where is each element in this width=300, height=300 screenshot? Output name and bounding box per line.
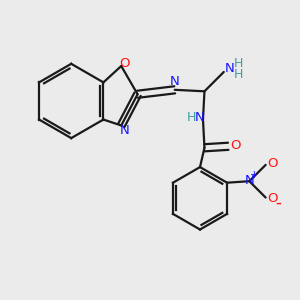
Text: N: N [170, 75, 180, 88]
Text: N: N [120, 124, 130, 137]
Text: +: + [250, 170, 259, 180]
Text: -: - [275, 194, 281, 212]
Text: N: N [195, 111, 205, 124]
Text: H: H [233, 68, 243, 82]
Text: N: N [245, 174, 255, 187]
Text: O: O [119, 57, 130, 70]
Text: O: O [267, 157, 278, 170]
Text: N: N [225, 62, 235, 75]
Text: O: O [267, 192, 278, 205]
Text: O: O [230, 139, 241, 152]
Text: H: H [233, 57, 243, 70]
Text: H: H [186, 111, 196, 124]
